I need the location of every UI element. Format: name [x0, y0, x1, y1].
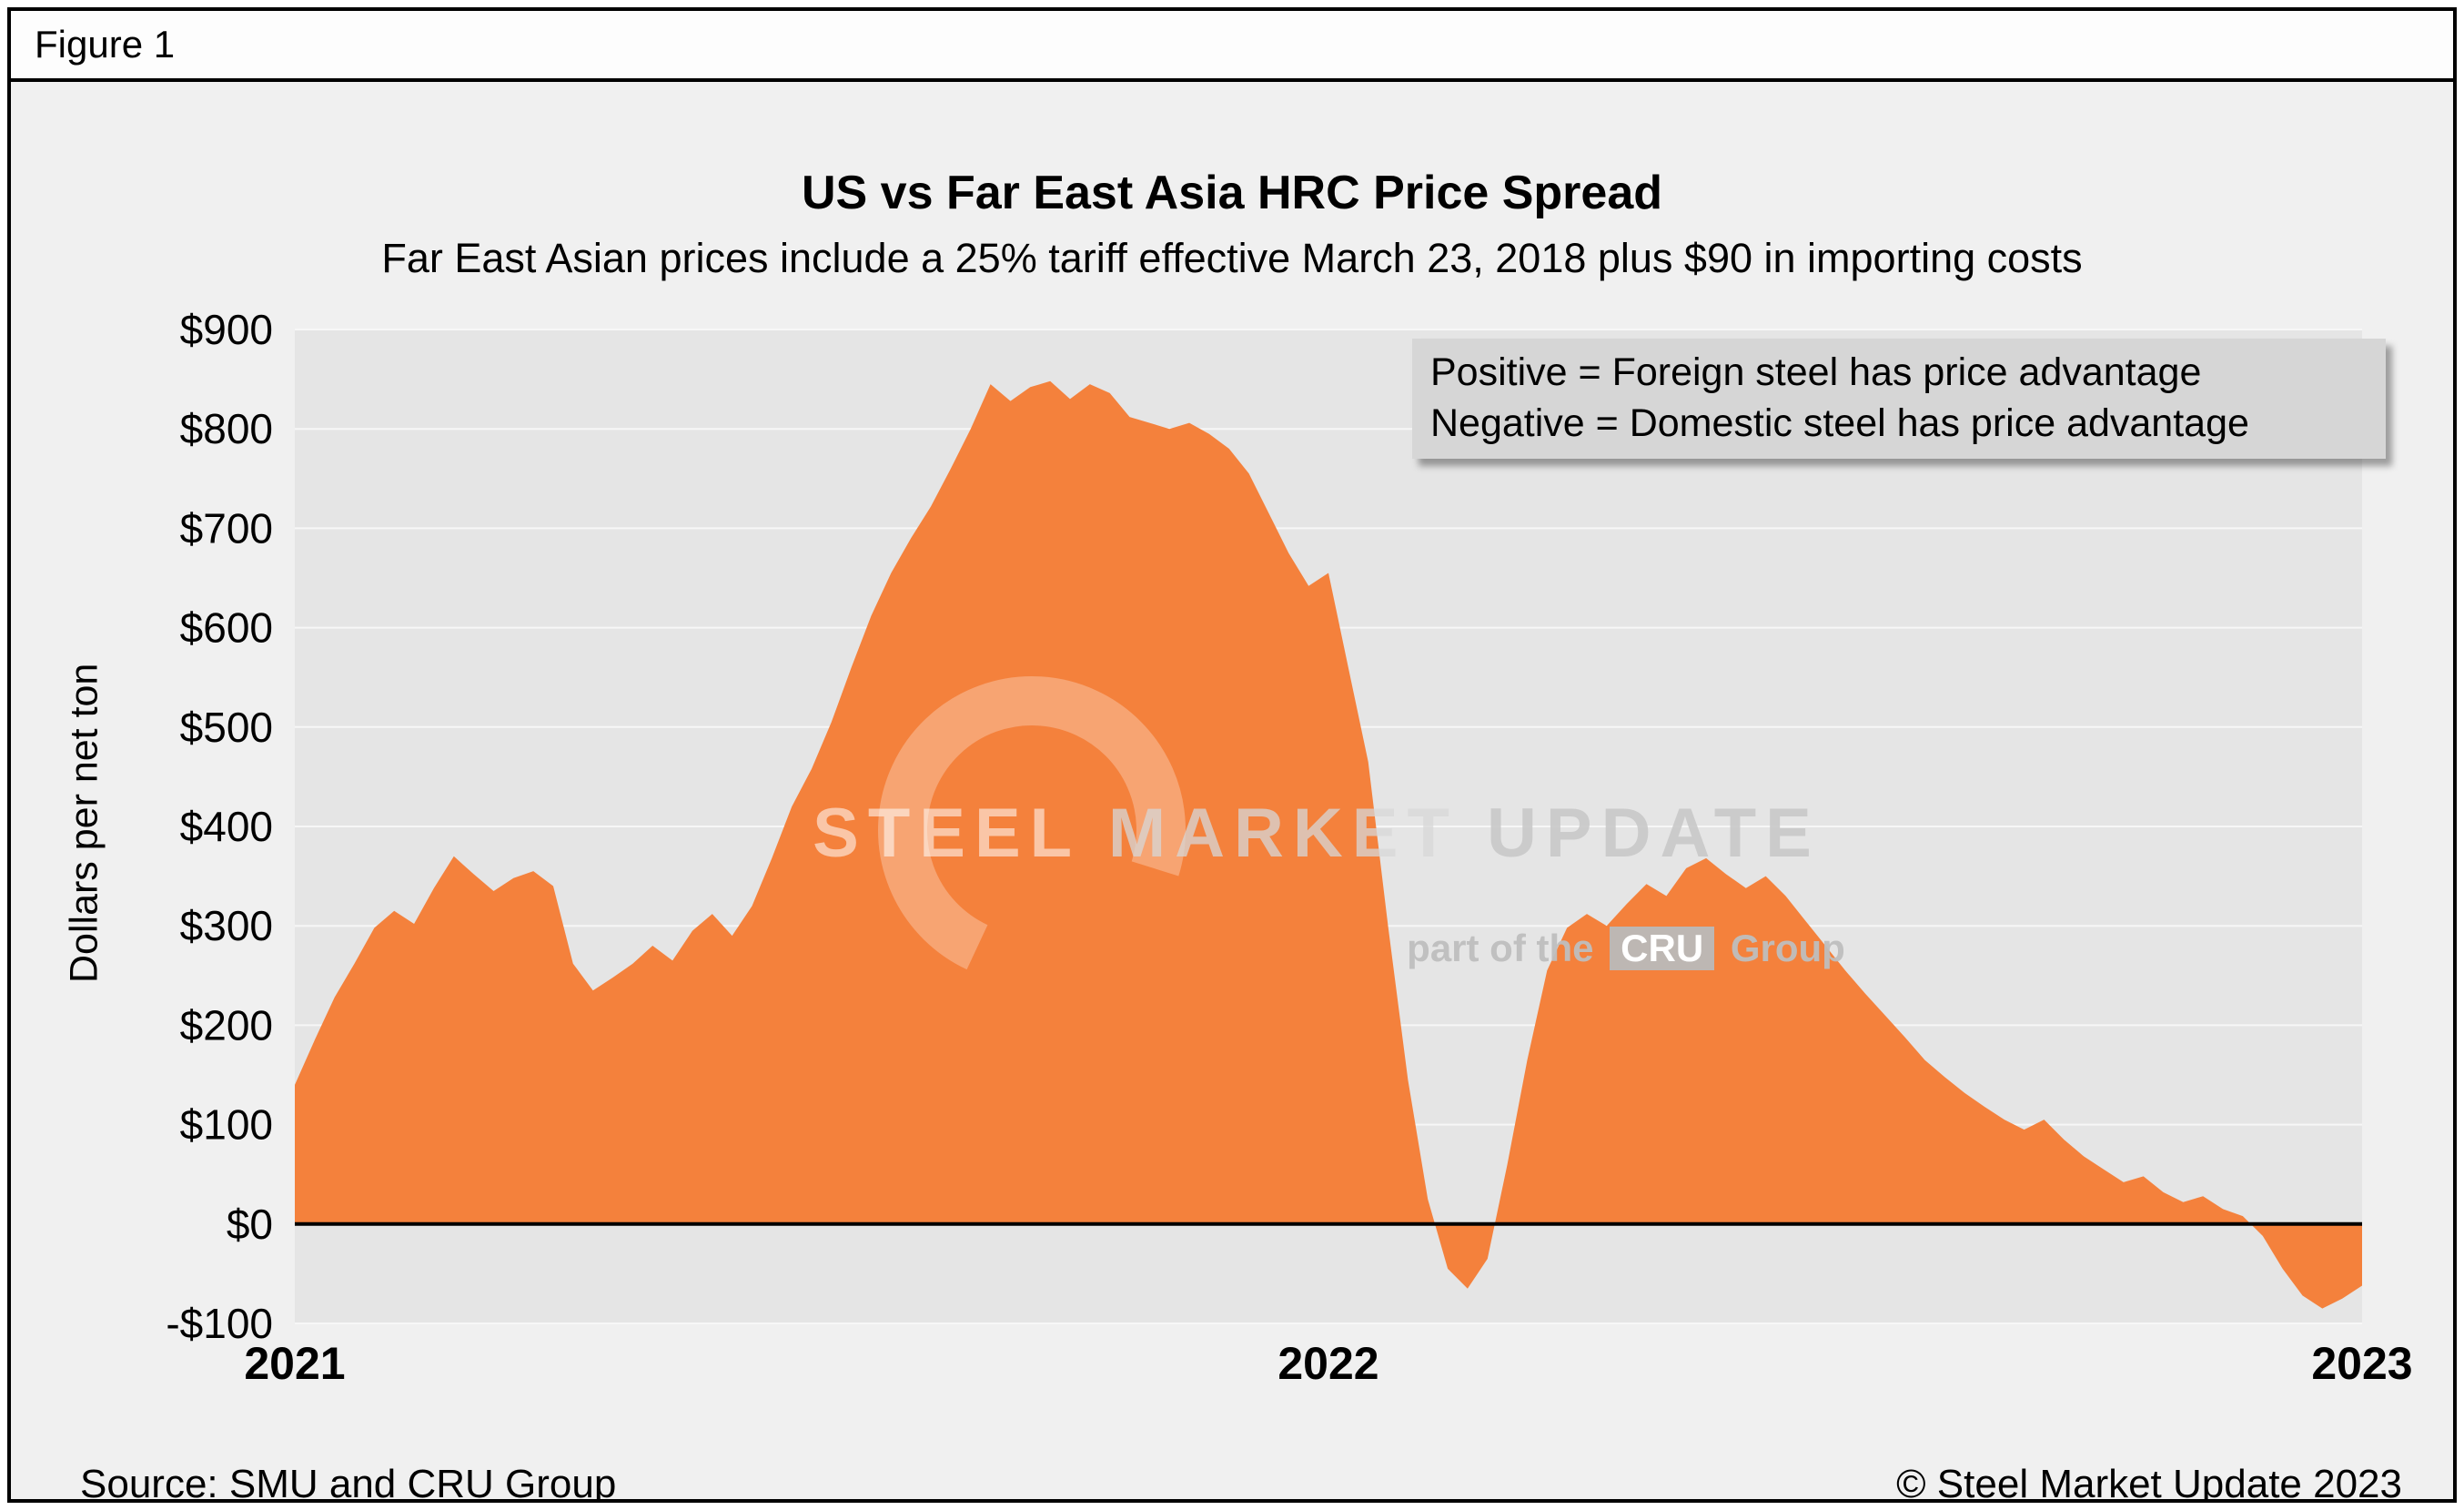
source-text: Source: SMU and CRU Group [80, 1462, 617, 1503]
y-tick-label: $700 [180, 504, 273, 552]
copyright-text: © Steel Market Update 2023 [1896, 1462, 2402, 1503]
y-tick-label: $300 [180, 902, 273, 949]
figure-page: Figure 1 US vs Far East Asia HRC Price S… [7, 7, 2457, 1503]
x-tick-label: 2022 [1277, 1338, 1378, 1389]
y-tick-label: -$100 [166, 1300, 273, 1347]
chart-area: US vs Far East Asia HRC Price Spread Far… [11, 82, 2453, 1499]
legend-note-line-positive: Positive = Foreign steel has price advan… [1430, 350, 2202, 394]
legend-note: Positive = Foreign steel has price advan… [1412, 339, 2386, 459]
page-title: US vs Far East Asia HRC Price Spread [801, 167, 1663, 219]
figure-label: Figure 1 [35, 23, 176, 66]
y-tick-label: $0 [227, 1201, 273, 1248]
y-tick-label: $800 [180, 405, 273, 452]
y-tick-label: $400 [180, 803, 273, 850]
y-tick-label: $900 [180, 306, 273, 353]
legend-note-line-negative: Negative = Domestic steel has price adva… [1430, 400, 2249, 445]
price-spread-chart: $900 $800 $700 $600 $500 $400 $300 $200 $100 $0 -$… [166, 306, 2412, 1389]
page-subtitle: Far East Asian prices include a 25% tari… [381, 235, 2083, 281]
y-tick-label: $600 [180, 604, 273, 652]
figure-header: Figure 1 [11, 11, 2453, 82]
y-tick-label: $200 [180, 1001, 273, 1049]
price-spread-area-series [295, 380, 2362, 1309]
x-tick-label: 2021 [244, 1338, 345, 1389]
y-tick-label: $500 [180, 704, 273, 751]
x-tick-label: 2023 [2311, 1338, 2412, 1389]
y-tick-label: $100 [180, 1101, 273, 1149]
